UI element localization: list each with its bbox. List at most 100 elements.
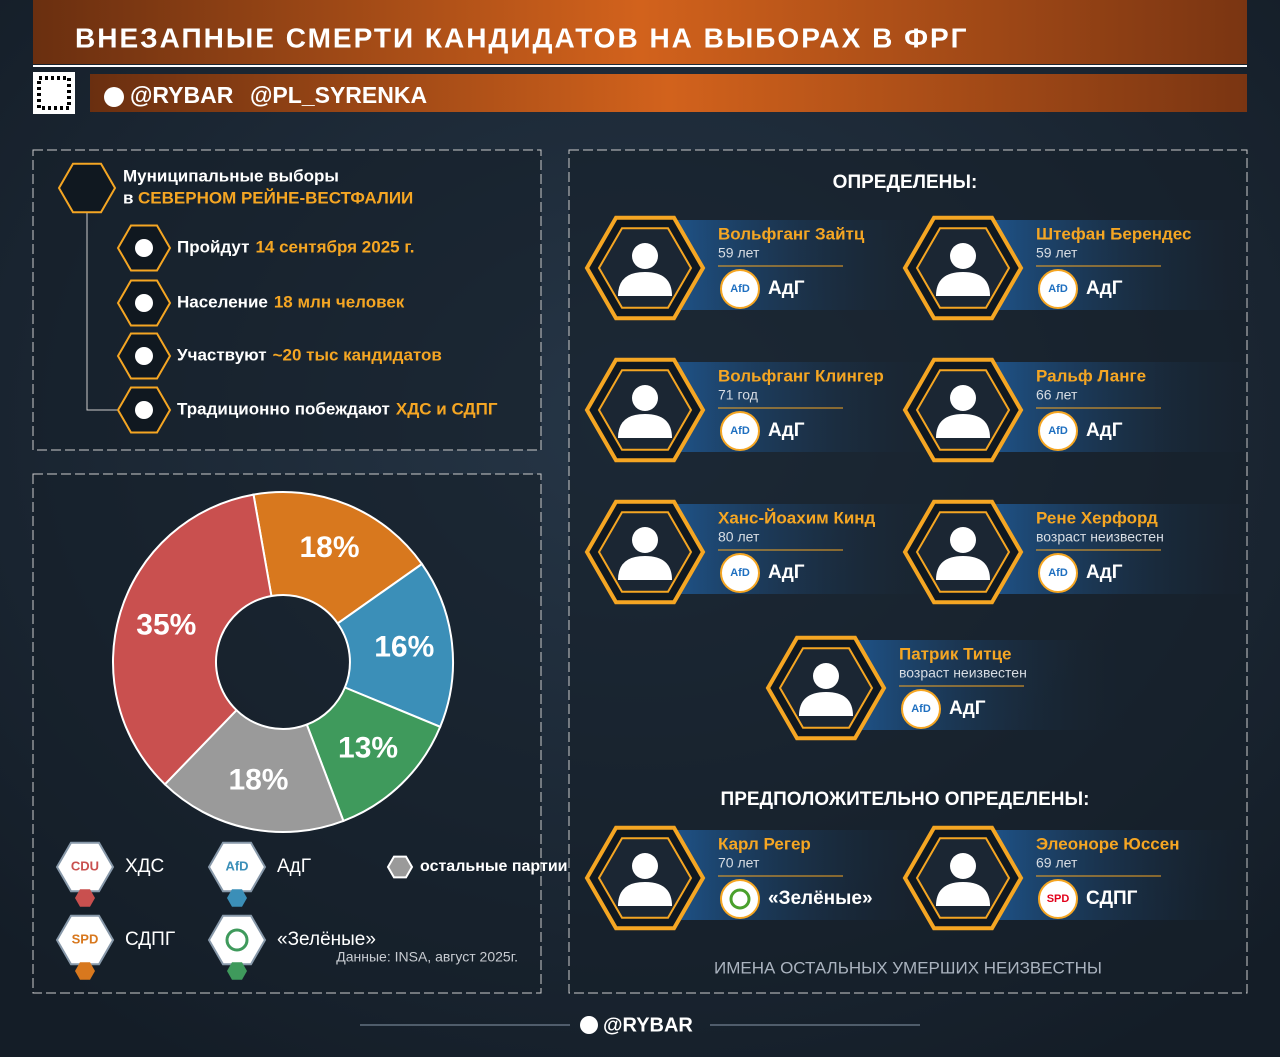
person-name: Ханс-Йоахим Кинд <box>718 508 876 527</box>
legend-label: АдГ <box>277 856 311 877</box>
person-age: 59 лет <box>718 245 760 261</box>
person-name: Рене Херфорд <box>1036 508 1158 527</box>
legend-swatch <box>227 889 247 907</box>
donut-segment <box>112 493 273 786</box>
donut-segment <box>336 562 455 729</box>
person-party: АдГ <box>1086 562 1123 583</box>
value-label: 16% <box>374 630 434 663</box>
value-label: 35% <box>136 608 196 641</box>
footer-handle: @RYBAR <box>603 1014 693 1036</box>
note: ИМЕНА ОСТАЛЬНЫХ УМЕРШИХ НЕИЗВЕСТНЫ <box>714 958 1102 977</box>
person-age: возраст неизвестен <box>899 665 1027 681</box>
value-label: 18% <box>228 763 288 796</box>
handle: @RYBAR <box>130 82 234 108</box>
person-party: АдГ <box>1086 278 1123 299</box>
portrait-head <box>632 853 658 879</box>
portrait-head <box>813 663 839 689</box>
election-title: Муниципальные выборы <box>123 166 339 185</box>
legend-logo <box>55 841 115 893</box>
person-age: 70 лет <box>718 855 760 871</box>
fact-value: 18 млн человек <box>274 292 405 311</box>
legend-label: СДПГ <box>125 929 175 950</box>
section-title: ПРЕДПОЛОЖИТЕЛЬНО ОПРЕДЕЛЕНЫ: <box>721 789 1090 810</box>
legend-label: «Зелёные» <box>277 929 376 950</box>
party-logo <box>1038 269 1078 309</box>
person-name: Вольфганг Зайтц <box>718 224 865 243</box>
portrait-body <box>799 692 853 716</box>
logo-text: AfD <box>730 283 750 295</box>
person-name: Карл Регер <box>718 834 811 853</box>
donut-segment <box>163 708 345 833</box>
telegram-icon <box>580 1016 598 1034</box>
portrait-body <box>936 272 990 296</box>
fact-glyph <box>135 401 153 419</box>
person-name: Патрик Титце <box>899 644 1011 663</box>
person-party: АдГ <box>1086 420 1123 441</box>
source: Данные: INSA, август 2025г. <box>336 949 518 965</box>
logo-text: CDU <box>71 858 99 873</box>
election-prefix: в <box>123 188 133 207</box>
person-age: 59 лет <box>1036 245 1078 261</box>
person-party: «Зелёные» <box>768 888 873 909</box>
person-name: Элеоноре Юссен <box>1036 834 1179 853</box>
logo-mark <box>729 888 751 910</box>
portrait-body <box>618 414 672 438</box>
logo-text: AfD <box>225 858 248 873</box>
party-logo <box>720 879 760 919</box>
logo-mark <box>225 928 249 952</box>
qr-pattern <box>37 76 71 110</box>
logo-text: AfD <box>1048 567 1068 579</box>
legend-logo <box>207 841 267 893</box>
portrait-head <box>632 243 658 269</box>
party-logo <box>1038 879 1078 919</box>
logo-text: SPD <box>1047 893 1070 905</box>
legend-swatch <box>75 962 95 980</box>
legend-swatch <box>75 889 95 907</box>
logo-text: SPD <box>72 931 99 946</box>
person-party: АдГ <box>949 698 986 719</box>
portrait-body <box>936 556 990 580</box>
person-name: Штефан Берендес <box>1036 224 1191 243</box>
portrait-head <box>632 527 658 553</box>
person-party: АдГ <box>768 420 805 441</box>
party-logo <box>720 411 760 451</box>
logo-text: AfD <box>1048 425 1068 437</box>
person-age: 71 год <box>718 387 758 403</box>
legend-logo <box>55 914 115 966</box>
portrait-body <box>936 414 990 438</box>
donut-segment <box>252 491 424 625</box>
fact-value: 14 сентября 2025 г. <box>255 237 414 256</box>
section-title: ОПРЕДЕЛЕНЫ: <box>833 172 978 193</box>
person-party: АдГ <box>768 562 805 583</box>
party-logo <box>901 689 941 729</box>
portrait-head <box>950 527 976 553</box>
portrait-head <box>950 853 976 879</box>
person-age: 66 лет <box>1036 387 1078 403</box>
person-age: возраст неизвестен <box>1036 529 1164 545</box>
portrait-head <box>632 385 658 411</box>
person-name: Ральф Ланге <box>1036 366 1146 385</box>
logo-text: AfD <box>730 425 750 437</box>
telegram-icon <box>104 87 124 107</box>
logo-text: AfD <box>911 703 931 715</box>
election-panel <box>32 149 542 451</box>
fact-glyph <box>135 294 153 312</box>
legend-label: остальные партии <box>420 858 568 875</box>
person-party: АдГ <box>768 278 805 299</box>
fact-label: Население <box>177 292 268 311</box>
portrait-body <box>618 272 672 296</box>
fact-label: Участвуют <box>177 345 267 364</box>
value-label: 13% <box>338 731 398 764</box>
person-name: Вольфганг Клингер <box>718 366 884 385</box>
election-icon <box>57 162 117 214</box>
title: ВНЕЗАПНЫЕ СМЕРТИ КАНДИДАТОВ НА ВЫБОРАХ В… <box>75 22 969 53</box>
portrait-body <box>936 882 990 906</box>
connector <box>86 212 118 411</box>
header-bar <box>33 0 1247 64</box>
person-age: 69 лет <box>1036 855 1078 871</box>
person-age: 80 лет <box>718 529 760 545</box>
party-logo <box>720 269 760 309</box>
party-logo <box>720 553 760 593</box>
